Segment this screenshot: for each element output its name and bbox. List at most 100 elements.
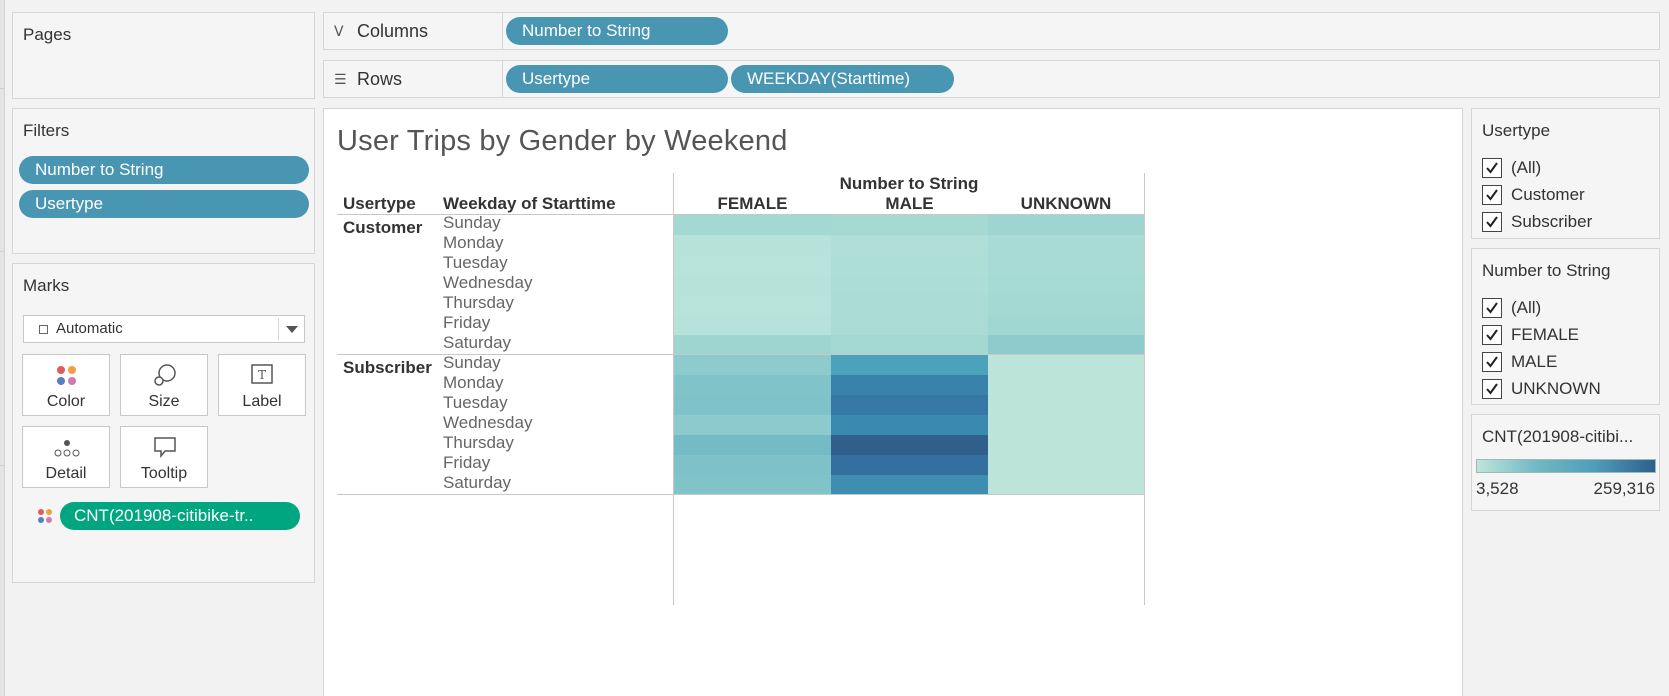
weekday-label-subscriber-wednesday: Wednesday xyxy=(443,413,533,432)
heatmap-cell-subscriber-monday-unknown[interactable] xyxy=(988,375,1144,395)
filter-pill-number-to-string[interactable]: Number to String xyxy=(19,156,309,184)
heatmap-cell-subscriber-thursday-unknown[interactable] xyxy=(988,435,1144,455)
rows-shelf[interactable]: ☰ Rows Usertype WEEKDAY(Starttime) xyxy=(323,60,1660,98)
checkbox-checked-icon[interactable] xyxy=(1482,185,1502,205)
heatmap-cell-customer-wednesday-unknown[interactable] xyxy=(988,275,1144,295)
row-header-usertype: Usertype xyxy=(343,194,416,213)
column-header-female: FEMALE xyxy=(717,194,788,213)
heatmap-cell-customer-sunday-female[interactable] xyxy=(674,215,831,235)
tooltip-button[interactable]: Tooltip xyxy=(120,426,208,488)
weekday-label-customer-thursday: Thursday xyxy=(443,293,514,312)
heatmap-cell-subscriber-tuesday-female[interactable] xyxy=(674,395,831,415)
heatmap-cell-customer-sunday-unknown[interactable] xyxy=(988,215,1144,235)
heatmap-cell-subscriber-tuesday-unknown[interactable] xyxy=(988,395,1144,415)
heatmap-cell-customer-friday-unknown[interactable] xyxy=(988,315,1144,335)
mark-type-value: Automatic xyxy=(56,320,123,337)
columns-pill-number-to-string[interactable]: Number to String xyxy=(506,17,728,45)
heatmap-cell-customer-thursday-unknown[interactable] xyxy=(988,295,1144,315)
checkbox-checked-icon[interactable] xyxy=(1482,325,1502,345)
checkbox-checked-icon[interactable] xyxy=(1482,379,1502,399)
size-button[interactable]: Size xyxy=(120,354,208,416)
weekday-label-customer-wednesday: Wednesday xyxy=(443,273,533,292)
weekday-label-customer-monday: Monday xyxy=(443,233,504,252)
weekday-label-customer-saturday: Saturday xyxy=(443,333,512,352)
worksheet-view[interactable]: User Trips by Gender by Weekend Usertype… xyxy=(323,108,1463,696)
checkbox-checked-icon[interactable] xyxy=(1482,352,1502,372)
heatmap-cell-customer-thursday-female[interactable] xyxy=(674,295,831,315)
heatmap-cell-customer-tuesday-unknown[interactable] xyxy=(988,255,1144,275)
heatmap-cell-customer-monday-male[interactable] xyxy=(831,235,988,255)
heatmap-cell-customer-sunday-male[interactable] xyxy=(831,215,988,235)
rows-pill-weekday[interactable]: WEEKDAY(Starttime) xyxy=(731,65,954,93)
color-button[interactable]: Color xyxy=(22,354,110,416)
rows-icon: ☰ xyxy=(334,71,347,87)
heatmap-cell-customer-wednesday-male[interactable] xyxy=(831,275,988,295)
mark-type-dropdown[interactable]: Automatic xyxy=(23,315,305,343)
heatmap-cell-customer-wednesday-female[interactable] xyxy=(674,275,831,295)
color-legend-card[interactable]: CNT(201908-citibi... 3,528 259,316 xyxy=(1471,414,1660,511)
heatmap-cell-customer-friday-male[interactable] xyxy=(831,315,988,335)
rows-pill-usertype[interactable]: Usertype xyxy=(506,65,728,93)
heatmap-cell-subscriber-wednesday-female[interactable] xyxy=(674,415,831,435)
heatmap-cell-subscriber-monday-male[interactable] xyxy=(831,375,988,395)
heatmap-cell-subscriber-sunday-unknown[interactable] xyxy=(988,355,1144,375)
heatmap-cell-customer-saturday-male[interactable] xyxy=(831,335,988,354)
heatmap-cell-subscriber-tuesday-male[interactable] xyxy=(831,395,988,415)
label-icon: T xyxy=(219,363,305,387)
heatmap-cell-subscriber-sunday-female[interactable] xyxy=(674,355,831,375)
heatmap-cell-subscriber-saturday-female[interactable] xyxy=(674,475,831,494)
color-legend-gradient xyxy=(1476,459,1656,473)
checkbox-checked-icon[interactable] xyxy=(1482,158,1502,178)
heatmap-cell-subscriber-thursday-male[interactable] xyxy=(831,435,988,455)
heatmap-cell-subscriber-sunday-male[interactable] xyxy=(831,355,988,375)
checkbox-checked-icon[interactable] xyxy=(1482,298,1502,318)
usertype-filter-card[interactable]: Usertype (All) Customer Subscriber xyxy=(1471,108,1660,239)
heatmap-cell-subscriber-wednesday-unknown[interactable] xyxy=(988,415,1144,435)
color-field-icon xyxy=(38,509,52,523)
filter-pill-usertype[interactable]: Usertype xyxy=(19,190,309,218)
heatmap-cell-subscriber-thursday-female[interactable] xyxy=(674,435,831,455)
detail-icon xyxy=(23,435,109,459)
weekday-label-subscriber-tuesday: Tuesday xyxy=(443,393,508,412)
heatmap-cell-customer-friday-female[interactable] xyxy=(674,315,831,335)
heatmap-cell-customer-monday-unknown[interactable] xyxy=(988,235,1144,255)
label-button[interactable]: T Label xyxy=(218,354,306,416)
gender-filter-card[interactable]: Number to String (All) FEMALE MALE UNKNO… xyxy=(1471,248,1660,405)
pages-card[interactable]: Pages xyxy=(12,12,315,99)
checkbox-checked-icon[interactable] xyxy=(1482,212,1502,232)
detail-button-label: Detail xyxy=(45,465,87,482)
weekday-label-customer-friday: Friday xyxy=(443,313,491,332)
columns-icon: Ⅴ xyxy=(334,23,344,39)
pages-title: Pages xyxy=(23,25,72,44)
heatmap-cell-subscriber-friday-unknown[interactable] xyxy=(988,455,1144,475)
color-legend-min: 3,528 xyxy=(1476,479,1519,498)
heatmap-cell-customer-saturday-unknown[interactable] xyxy=(988,335,1144,354)
heatmap-cell-customer-monday-female[interactable] xyxy=(674,235,831,255)
usertype-label-subscriber: Subscriber xyxy=(343,358,432,377)
heatmap-cell-customer-saturday-female[interactable] xyxy=(674,335,831,354)
heatmap-cell-customer-tuesday-female[interactable] xyxy=(674,255,831,275)
heatmap-cell-subscriber-saturday-unknown[interactable] xyxy=(988,475,1144,494)
usertype-label-customer: Customer xyxy=(343,218,423,237)
heatmap-cell-subscriber-saturday-male[interactable] xyxy=(831,475,988,494)
gender-filter-title: Number to String xyxy=(1482,261,1611,280)
heatmap-cell-subscriber-friday-female[interactable] xyxy=(674,455,831,475)
heatmap-cell-subscriber-wednesday-male[interactable] xyxy=(831,415,988,435)
weekday-label-subscriber-saturday: Saturday xyxy=(443,473,512,492)
size-button-label: Size xyxy=(148,393,180,410)
chevron-down-icon xyxy=(286,326,298,333)
heatmap-cell-subscriber-friday-male[interactable] xyxy=(831,455,988,475)
heatmap-cell-customer-tuesday-male[interactable] xyxy=(831,255,988,275)
filters-title: Filters xyxy=(23,121,70,140)
detail-button[interactable]: Detail xyxy=(22,426,110,488)
tooltip-icon xyxy=(121,435,207,459)
heatmap-cell-customer-thursday-male[interactable] xyxy=(831,295,988,315)
columns-shelf-label: Ⅴ Columns xyxy=(324,13,503,49)
color-legend-max: 259,316 xyxy=(1593,479,1655,498)
filters-card[interactable]: Filters Number to String Usertype xyxy=(12,108,315,254)
columns-shelf[interactable]: Ⅴ Columns Number to String xyxy=(323,12,1660,50)
marks-card[interactable]: Marks Automatic Color Size T Label Detai… xyxy=(12,263,315,583)
color-field-pill[interactable]: CNT(201908-citibike-tr.. xyxy=(60,502,300,530)
weekday-label-subscriber-thursday: Thursday xyxy=(443,433,514,452)
heatmap-cell-subscriber-monday-female[interactable] xyxy=(674,375,831,395)
